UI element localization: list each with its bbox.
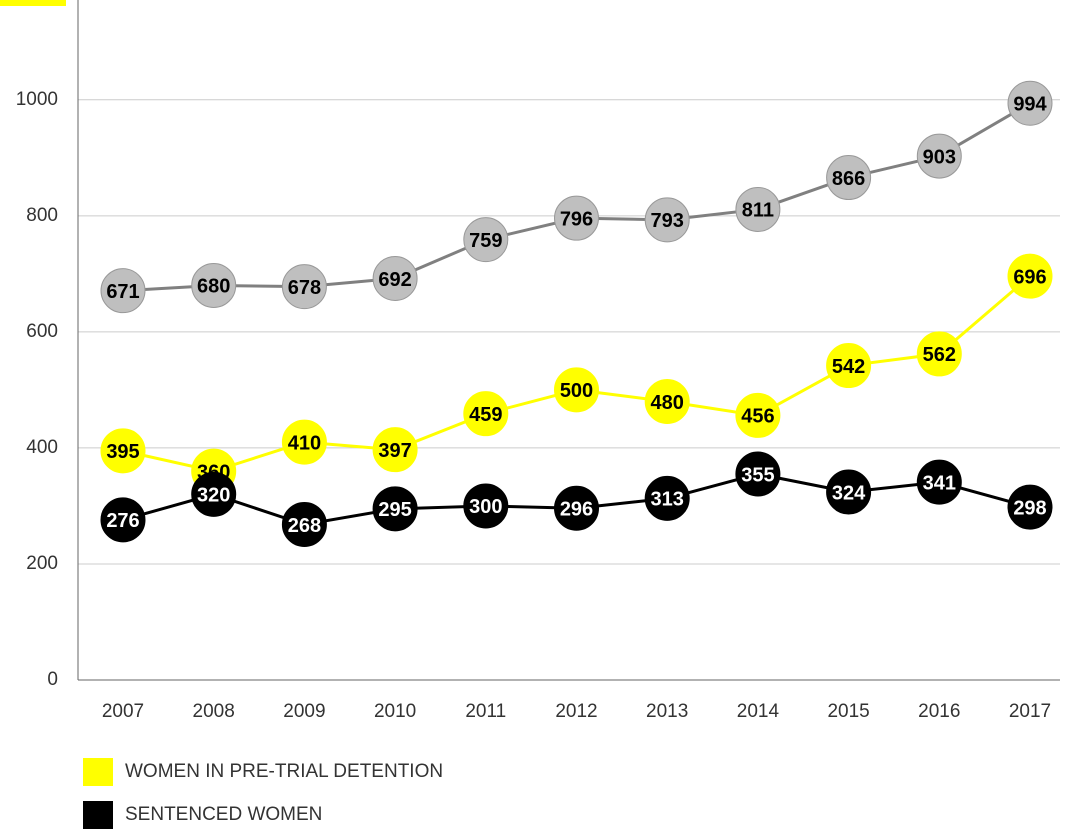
x-tick-label: 2017: [1009, 701, 1051, 722]
x-tick-label: 2014: [737, 701, 780, 722]
point: [554, 195, 599, 241]
x-tick-label: 2008: [193, 701, 235, 722]
point: [554, 485, 599, 531]
x-tick-label: 2009: [283, 701, 325, 722]
data-label: 796: [560, 208, 593, 230]
point: [916, 459, 962, 505]
point: [735, 392, 781, 438]
data-label: 793: [651, 210, 684, 232]
data-label: 268: [288, 515, 321, 537]
point: [372, 427, 418, 473]
data-label: 296: [560, 499, 593, 521]
point: [916, 331, 962, 377]
legend-swatch: [83, 758, 113, 786]
point: [100, 428, 146, 474]
data-label: 542: [832, 356, 865, 378]
point: [644, 475, 690, 521]
legend-label: WOMEN IN PRE-TRIAL DETENTION: [125, 761, 443, 782]
point: [826, 155, 872, 201]
data-label: 562: [923, 344, 956, 366]
data-label: 696: [1013, 266, 1046, 288]
legend-label: SENTENCED WOMEN: [125, 804, 322, 825]
data-label: 680: [197, 276, 230, 298]
point: [463, 391, 509, 437]
point: [100, 268, 146, 314]
point: [644, 379, 690, 425]
point: [281, 502, 327, 548]
x-tick-label: 2007: [102, 701, 144, 722]
data-label: 395: [106, 441, 139, 463]
point: [1007, 80, 1053, 126]
point: [191, 471, 237, 517]
data-label: 500: [560, 380, 593, 402]
point: [463, 217, 509, 263]
data-label: 341: [923, 472, 956, 494]
data-label: 692: [378, 269, 411, 291]
point: [644, 197, 690, 243]
point: [916, 133, 962, 179]
data-label: 355: [741, 464, 774, 486]
point: [372, 486, 418, 532]
data-label: 811: [742, 200, 774, 222]
y-tick-label: 600: [26, 321, 58, 342]
data-label: 324: [832, 482, 866, 504]
point: [281, 264, 327, 310]
data-label: 298: [1013, 497, 1046, 519]
point: [735, 451, 781, 497]
y-tick-label: 0: [47, 669, 58, 690]
data-label: 866: [832, 168, 865, 190]
x-tick-label: 2010: [374, 701, 416, 722]
y-tick-label: 1000: [16, 89, 58, 110]
x-tick-label: 2012: [555, 701, 597, 722]
y-tick-label: 800: [26, 205, 58, 226]
point: [191, 262, 237, 308]
y-tick-label: 400: [26, 437, 58, 458]
data-label: 459: [469, 404, 502, 426]
data-label: 300: [469, 496, 502, 518]
point: [826, 469, 872, 515]
y-tick-label: 200: [26, 553, 58, 574]
x-tick-label: 2015: [827, 701, 869, 722]
point: [372, 255, 418, 301]
point: [826, 343, 872, 389]
point: [463, 483, 509, 529]
x-tick-label: 2013: [646, 701, 688, 722]
x-tick-label: 2011: [465, 701, 506, 722]
data-label: 480: [651, 392, 684, 414]
data-label: 276: [106, 510, 139, 532]
data-label: 671: [106, 281, 139, 303]
point: [1007, 253, 1053, 299]
data-label: 320: [197, 485, 230, 507]
point: [735, 186, 781, 232]
data-label: 295: [378, 499, 411, 521]
data-label: 903: [923, 146, 956, 168]
legend-swatch: [83, 801, 113, 829]
data-label: 397: [378, 440, 411, 462]
point: [1007, 484, 1053, 530]
point: [281, 419, 327, 465]
decoration: [0, 0, 66, 6]
data-label: 759: [469, 230, 502, 252]
data-label: 994: [1013, 94, 1047, 116]
data-label: 410: [288, 432, 321, 454]
point: [554, 367, 599, 413]
data-label: 313: [651, 489, 684, 511]
data-label: 678: [288, 277, 321, 299]
x-tick-label: 2016: [918, 701, 960, 722]
data-label: 456: [741, 406, 774, 428]
point: [100, 497, 146, 543]
